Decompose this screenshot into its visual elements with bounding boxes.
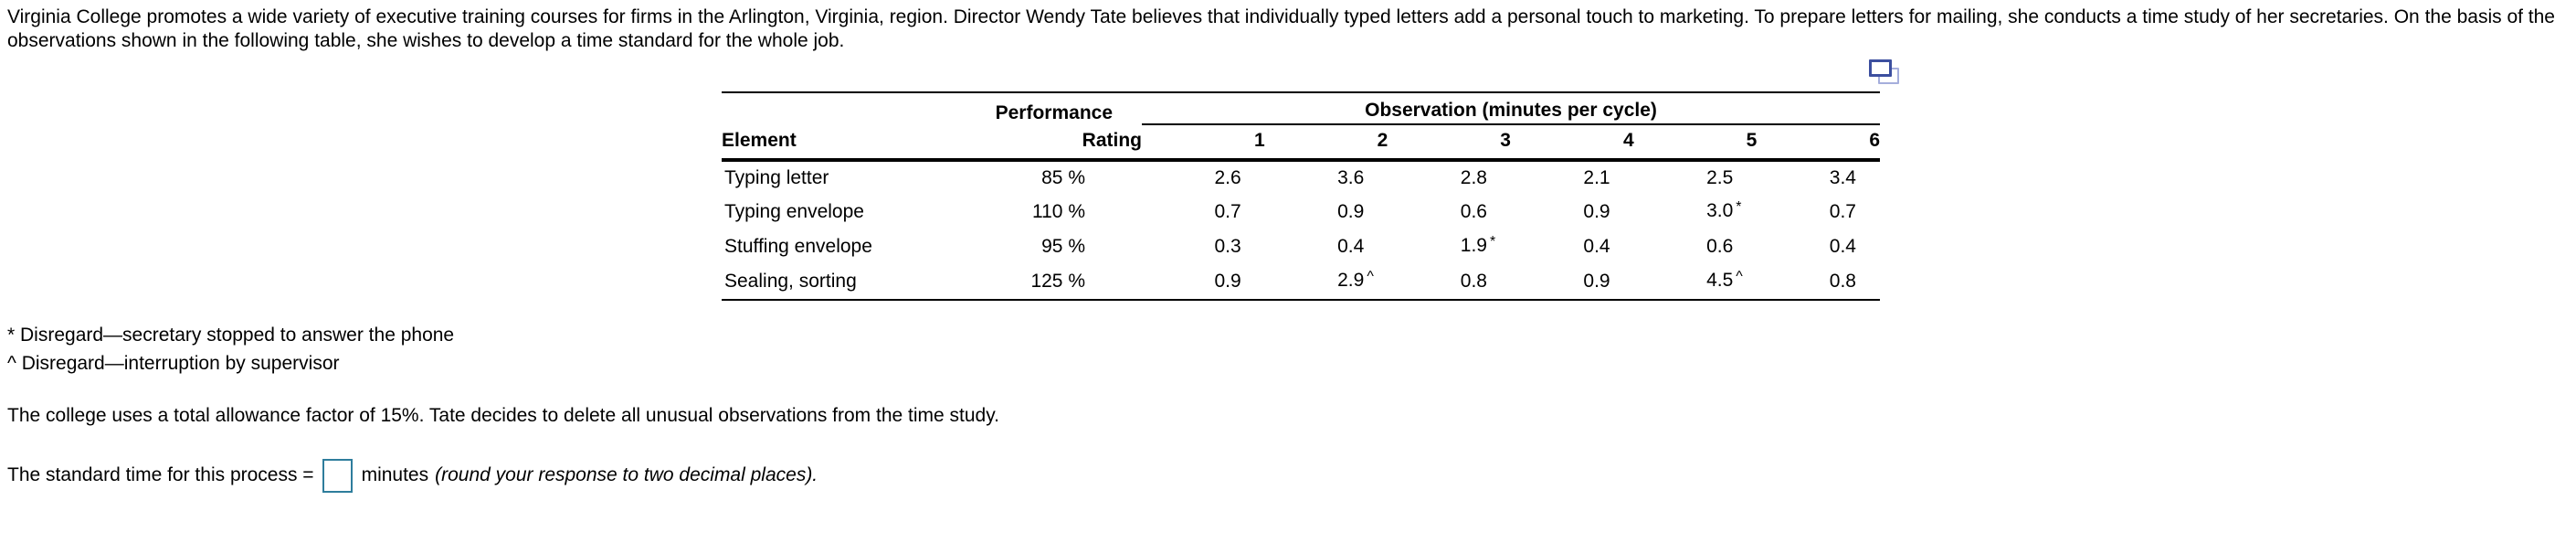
header-obs-5: 5	[1633, 124, 1758, 162]
obs-cell: 2.6	[1214, 167, 1241, 188]
rating-cell: 85 %	[1041, 167, 1085, 188]
obs-cell: 1.9 *	[1460, 234, 1496, 256]
problem-statement: Virginia College promotes a wide variety…	[7, 6, 2555, 51]
footnote-caret: ^ Disregard—interruption by supervisor	[7, 353, 340, 374]
obs-cell: 0.8	[1829, 271, 1856, 292]
element-cell: Typing envelope	[724, 201, 864, 222]
obs-cell: 0.9	[1337, 201, 1365, 222]
header-element: Element	[722, 124, 963, 162]
obs-cell: 2.1	[1583, 167, 1610, 188]
allowance-statement: The college uses a total allowance facto…	[7, 405, 1000, 426]
element-cell: Typing letter	[724, 167, 829, 188]
obs-cell: 2.9 ^	[1337, 269, 1374, 291]
time-study-table: Performance Observation (minutes per cyc…	[722, 91, 1880, 301]
obs-cell: 0.8	[1460, 271, 1487, 292]
header-obs-6: 6	[1757, 124, 1880, 162]
element-cell: Stuffing envelope	[724, 236, 872, 257]
obs-cell: 0.9	[1583, 201, 1610, 222]
obs-cell: 0.6	[1706, 236, 1734, 257]
obs-cell: 0.4	[1337, 236, 1365, 257]
header-obs-1: 1	[1142, 124, 1265, 162]
obs-cell: 0.6	[1460, 201, 1487, 222]
answer-suffix: minutes	[361, 464, 429, 485]
obs-cell: 4.5 ^	[1706, 269, 1743, 291]
obs-cell: 0.4	[1583, 236, 1610, 257]
copy-icon-front-rect	[1869, 59, 1892, 77]
header-performance: Performance	[995, 102, 1113, 123]
header-observation-group: Observation (minutes per cycle)	[1142, 92, 1880, 125]
answer-row: The standard time for this process = min…	[7, 454, 818, 496]
header-obs-2: 2	[1264, 124, 1388, 162]
standard-time-input[interactable]	[322, 458, 353, 493]
obs-cell: 3.4	[1829, 167, 1856, 188]
answer-instruction: (round your response to two decimal plac…	[435, 464, 818, 485]
rating-cell: 95 %	[1041, 236, 1085, 257]
obs-cell: 0.7	[1829, 201, 1856, 222]
element-cell: Sealing, sorting	[724, 271, 857, 292]
footnote-asterisk: * Disregard—secretary stopped to answer …	[7, 325, 455, 346]
answer-prefix: The standard time for this process =	[7, 464, 314, 485]
obs-cell: 0.9	[1583, 271, 1610, 292]
table-row: Sealing, sorting 125 % 0.9 2.9 ^ 0.8 0.9 …	[722, 264, 1880, 300]
obs-cell: 0.4	[1829, 236, 1856, 257]
header-obs-4: 4	[1510, 124, 1634, 162]
obs-cell: 3.0 *	[1706, 199, 1742, 221]
obs-cell: 0.3	[1214, 236, 1241, 257]
table-row: Typing envelope 110 % 0.7 0.9 0.6 0.9 3.…	[722, 195, 1880, 229]
obs-cell: 3.6	[1337, 167, 1365, 188]
header-spacer	[722, 92, 963, 124]
header-obs-3: 3	[1388, 124, 1511, 162]
table-header-row: Element Rating 1 2 3 4 5 6	[722, 124, 1880, 162]
footnotes: * Disregard—secretary stopped to answer …	[7, 321, 454, 378]
obs-cell: 2.8	[1460, 167, 1487, 188]
rating-cell: 110 %	[1032, 201, 1085, 222]
copy-table-icon[interactable]	[1869, 59, 1902, 89]
obs-cell: 0.9	[1214, 271, 1241, 292]
obs-cell: 0.7	[1214, 201, 1241, 222]
obs-cell: 2.5	[1706, 167, 1734, 188]
table-header-row-group: Performance Observation (minutes per cyc…	[722, 92, 1880, 125]
header-rating: Rating	[963, 124, 1142, 162]
rating-cell: 125 %	[1030, 271, 1085, 292]
table-row: Stuffing envelope 95 % 0.3 0.4 1.9 * 0.4 …	[722, 229, 1880, 264]
table-row: Typing letter 85 % 2.6 3.6 2.8 2.1 2.5 3…	[722, 160, 1880, 195]
